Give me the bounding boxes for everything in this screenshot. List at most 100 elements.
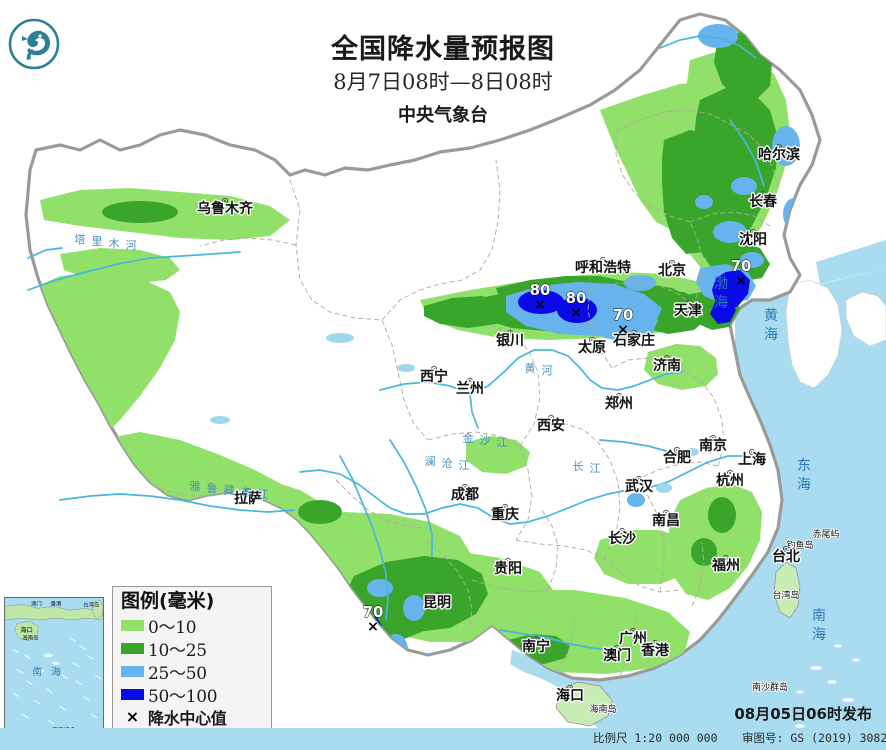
- sea-label: 海: [764, 327, 780, 343]
- city-marker-icon: [749, 228, 757, 236]
- city-label: 福州: [711, 557, 740, 574]
- river-label: 澜: [425, 454, 436, 468]
- city-marker-icon: [618, 527, 626, 535]
- island-label: 南沙群岛: [752, 681, 788, 693]
- cma-dragon-logo: [8, 18, 60, 70]
- river-label: 藏: [224, 484, 235, 497]
- rivers: [27, 35, 765, 651]
- city-label: 南京: [699, 437, 727, 454]
- city-label: 乌鲁木齐: [197, 200, 254, 217]
- svg-text:台湾岛: 台湾岛: [83, 600, 99, 608]
- issue-time: 08月05日06时发布: [734, 705, 872, 723]
- river-label: 河: [126, 239, 137, 252]
- sea-label: 南: [812, 608, 828, 624]
- legend-label: 25～50: [148, 663, 207, 684]
- city-marker-icon: [547, 414, 555, 422]
- island-label: 钓鱼岛: [786, 539, 813, 551]
- legend-item: 25～50: [121, 660, 265, 684]
- legend-swatch: [121, 688, 144, 700]
- city-marker-icon: [461, 483, 469, 491]
- legend-swatch: [121, 642, 144, 654]
- city-label: 杭州: [716, 472, 744, 489]
- river-label: 鲁: [207, 481, 218, 495]
- city-marker-icon: [629, 627, 637, 635]
- city-marker-icon: [662, 509, 670, 517]
- city-label: 北京: [658, 262, 686, 279]
- precip-center-value: 70: [731, 257, 752, 275]
- city-marker-icon: [501, 503, 509, 511]
- precip-center-value: 80: [530, 281, 551, 299]
- svg-text:南 海: 南 海: [32, 665, 64, 678]
- footer-bar: [0, 728, 886, 750]
- city-label: 哈尔滨: [758, 146, 800, 163]
- river-label: 金: [463, 431, 474, 445]
- legend-box: 图例(毫米) 0～10 10～25 25～50 50～100 × 降水中心值: [112, 586, 272, 744]
- river-label: 江: [459, 459, 470, 472]
- sea-label: 黄: [764, 307, 780, 324]
- legend-swatch: [121, 619, 144, 631]
- city-label: 昆明: [423, 595, 451, 611]
- river-label: 江: [590, 462, 601, 475]
- city-label: 重庆: [491, 506, 519, 523]
- river-label: 河: [542, 364, 553, 377]
- river-labels-layer: 塔里木河雅鲁藏布江黄 河长 江澜沧江金沙江: [75, 233, 601, 501]
- city-label: 台北: [772, 548, 800, 565]
- city-label: 沈阳: [739, 231, 767, 248]
- island-label: 赤尾屿: [812, 529, 839, 540]
- city-marker-icon: [613, 644, 621, 652]
- city-label: 香港: [640, 642, 670, 659]
- city-marker-icon: [663, 354, 671, 362]
- city-marker-icon: [651, 639, 659, 647]
- precip-center-value: 70: [363, 603, 384, 621]
- city-label: 拉萨: [234, 490, 262, 507]
- city-label: 长沙: [608, 530, 636, 547]
- legend-rows: 0～10 10～25 25～50 50～100 × 降水中心值: [121, 614, 265, 729]
- city-label: 南宁: [522, 638, 550, 655]
- city-label: 石家庄: [612, 332, 655, 349]
- city-marker-icon: [221, 197, 229, 205]
- city-marker-icon: [635, 475, 643, 483]
- legend-item: 10～25: [121, 637, 265, 661]
- city-label: 澳门: [603, 647, 631, 664]
- legend-item: 0～10: [121, 614, 265, 638]
- city-marker-icon: [599, 256, 607, 264]
- city-marker-icon: [709, 434, 717, 442]
- city-marker-icon: [775, 143, 783, 151]
- city-marker-icon: [506, 329, 514, 337]
- map-scale-text: 比例尺 1:20 000 000: [593, 731, 718, 745]
- sea-label: 渤: [714, 276, 730, 292]
- city-marker-icon: [668, 259, 676, 267]
- river-label: 沧: [442, 456, 453, 470]
- city-label: 成都: [451, 486, 479, 503]
- city-label: 长春: [749, 193, 778, 210]
- city-marker-icon: [588, 336, 596, 344]
- city-label: 天津: [674, 302, 702, 319]
- south-china-sea-inset: 南 海 海口 海南岛 澳门 香港 台湾岛 南海诸岛 1:40 000 000: [4, 597, 104, 747]
- city-marker-icon: [430, 365, 438, 373]
- river-label: 布: [241, 486, 252, 499]
- city-marker-icon: [504, 557, 512, 565]
- sea-label: 东: [797, 458, 813, 474]
- precip-center-value: 70: [613, 306, 634, 324]
- city-label: 武汉: [625, 478, 654, 495]
- river-label: 雅: [190, 479, 201, 493]
- river-label: 木: [109, 237, 120, 250]
- svg-text:海南岛: 海南岛: [22, 634, 38, 642]
- legend-label: 0～10: [148, 617, 197, 638]
- island-label: 台湾岛: [772, 589, 799, 601]
- city-label: 济南: [653, 357, 681, 374]
- city-marker-icon: [722, 554, 730, 562]
- city-marker-icon: [726, 469, 734, 477]
- river-label: 黄: [525, 361, 536, 375]
- river-label: 里: [92, 235, 103, 248]
- legend-item-precip-center: × 降水中心值: [121, 706, 265, 729]
- city-marker-icon: [466, 377, 474, 385]
- svg-text:澳门: 澳门: [31, 599, 42, 607]
- sea-label: 海: [812, 627, 828, 643]
- river-label: 江: [258, 488, 269, 501]
- city-label: 兰州: [456, 380, 484, 397]
- svg-text:香港: 香港: [51, 599, 62, 607]
- island-label: 海南岛: [589, 703, 616, 715]
